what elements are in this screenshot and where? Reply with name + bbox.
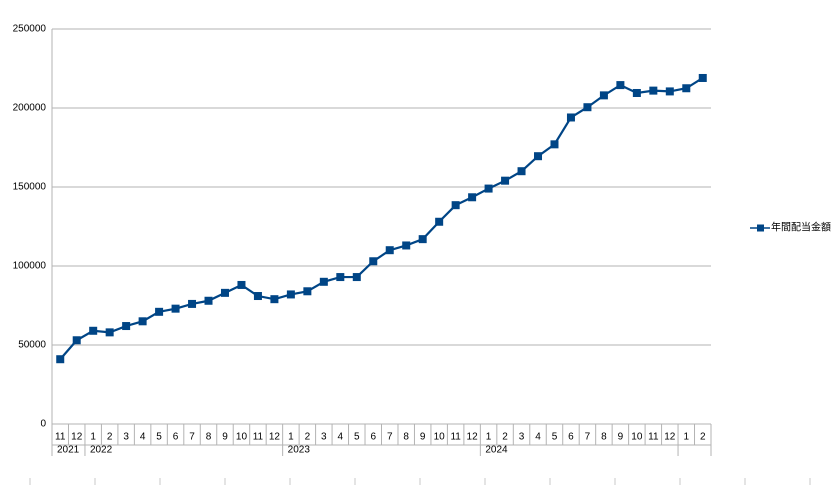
x-tick-label: 6 (568, 432, 574, 443)
x-tick-label: 12 (71, 432, 83, 443)
x-tick-label: 4 (140, 432, 146, 443)
point-marker (237, 280, 246, 289)
point-marker (402, 241, 411, 250)
x-tick-label: 6 (370, 432, 376, 443)
point-marker (682, 84, 691, 93)
year-label: 2022 (90, 445, 113, 456)
point-marker (501, 176, 510, 185)
x-tick-label: 11 (648, 432, 659, 443)
point-marker (270, 295, 279, 304)
y-tick-label: 50000 (18, 340, 46, 351)
point-marker (451, 201, 460, 210)
point-marker (89, 326, 98, 335)
x-tick-label: 10 (434, 432, 446, 443)
x-tick-label: 9 (420, 432, 426, 443)
x-tick-label: 12 (664, 432, 676, 443)
point-marker (72, 336, 81, 345)
x-tick-label: 7 (189, 432, 195, 443)
point-marker (632, 88, 641, 97)
x-tick-label: 3 (519, 432, 525, 443)
point-marker (599, 91, 608, 100)
x-tick-label: 11 (55, 432, 66, 443)
point-marker (188, 299, 197, 308)
x-tick-label: 10 (236, 432, 248, 443)
point-marker (649, 86, 658, 95)
point-marker (517, 167, 526, 176)
x-tick-label: 3 (123, 432, 129, 443)
point-marker (138, 317, 147, 326)
x-tick-label: 10 (631, 432, 643, 443)
point-marker (303, 287, 312, 296)
year-label: 2021 (57, 445, 80, 456)
x-tick-label: 5 (156, 432, 162, 443)
x-tick-label: 2 (107, 432, 113, 443)
point-marker (204, 296, 213, 305)
point-marker (369, 257, 378, 266)
point-marker (319, 277, 328, 286)
point-marker (155, 307, 164, 316)
point-marker (385, 246, 394, 255)
bottom-decoration (29, 478, 811, 485)
x-tick-label: 3 (321, 432, 327, 443)
x-tick-label: 1 (90, 432, 96, 443)
point-marker (418, 235, 427, 244)
legend-marker (757, 224, 764, 232)
point-marker (352, 273, 361, 282)
x-tick-label: 4 (535, 432, 541, 443)
point-marker (468, 193, 477, 202)
x-tick-label: 8 (206, 432, 212, 443)
point-marker (616, 81, 625, 90)
point-marker (56, 355, 65, 364)
x-tick-label: 1 (486, 432, 492, 443)
point-marker (550, 140, 559, 149)
point-marker (220, 288, 229, 297)
point-marker (105, 328, 114, 337)
x-tick-label: 6 (173, 432, 179, 443)
x-tick-label: 4 (338, 432, 344, 443)
x-tick-label: 9 (618, 432, 624, 443)
y-tick-label: 150000 (13, 182, 47, 193)
point-marker (171, 304, 180, 313)
point-marker (286, 290, 295, 299)
y-tick-label: 200000 (13, 103, 47, 114)
x-tick-label: 1 (288, 432, 294, 443)
point-marker (484, 184, 493, 193)
x-tick-label: 7 (585, 432, 591, 443)
series-line (59, 77, 704, 360)
x-tick-label: 8 (403, 432, 409, 443)
year-label: 2023 (288, 445, 311, 456)
point-marker (435, 217, 444, 226)
x-tick-label: 12 (467, 432, 479, 443)
x-tick-label: 8 (601, 432, 607, 443)
x-tick-label: 11 (450, 432, 461, 443)
y-tick-label: 100000 (13, 261, 47, 272)
y-tick-label: 250000 (13, 24, 47, 35)
point-marker (253, 292, 262, 301)
x-tick-label: 5 (354, 432, 360, 443)
x-tick-label: 1 (684, 432, 690, 443)
x-tick-label: 5 (552, 432, 558, 443)
x-tick-label: 9 (222, 432, 228, 443)
x-tick-label: 2 (502, 432, 508, 443)
x-tick-label: 2 (700, 432, 706, 443)
year-label: 2024 (485, 445, 508, 456)
point-marker (336, 273, 345, 282)
x-tick-label: 7 (387, 432, 393, 443)
x-tick-label: 11 (253, 432, 264, 443)
point-marker (122, 322, 131, 331)
point-marker (665, 87, 674, 96)
x-tick-label: 12 (269, 432, 281, 443)
x-tick-label: 2 (305, 432, 311, 443)
point-marker (698, 73, 707, 82)
legend-label: 年間配当金額 (771, 221, 831, 234)
y-tick-label: 0 (40, 419, 46, 430)
point-marker (566, 113, 575, 122)
point-marker (534, 152, 543, 161)
point-marker (583, 103, 592, 112)
